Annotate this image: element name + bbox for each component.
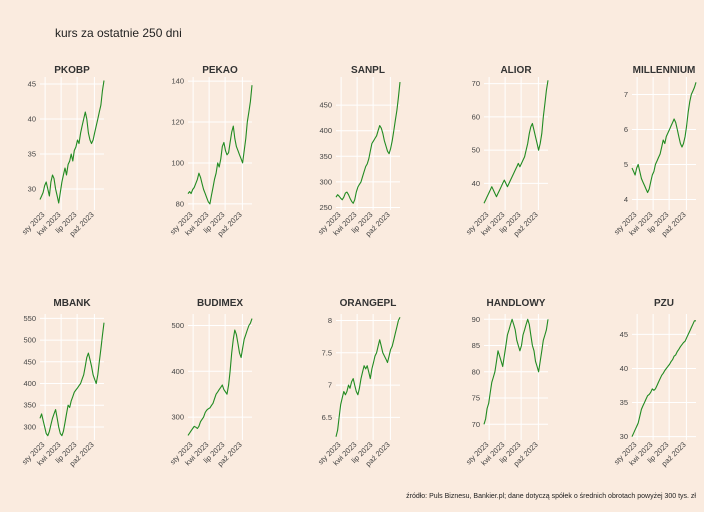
orangepl-panel-title: ORANGEPL xyxy=(340,298,397,309)
mbank-y-tick-label: 350 xyxy=(23,401,36,410)
handlowy-y-tick-label: 90 xyxy=(472,315,480,324)
alior-price-line xyxy=(483,80,549,204)
pkobp-y-tick-label: 30 xyxy=(28,185,36,194)
alior-y-tick-label: 50 xyxy=(472,146,480,155)
handlowy-price-line xyxy=(483,318,549,425)
handlowy-y-tick-label: 70 xyxy=(472,420,480,429)
pzu-panel-title: PZU xyxy=(654,298,674,309)
orangepl-y-tick-label: 7.5 xyxy=(322,348,332,357)
handlowy-y-tick-label: 80 xyxy=(472,367,480,376)
handlowy-panel-title: HANDLOWY xyxy=(487,298,546,309)
mbank-y-tick-label: 400 xyxy=(23,379,36,388)
budimex-y-tick-label: 400 xyxy=(171,367,184,376)
millennium-y-tick-label: 4 xyxy=(624,195,628,204)
sanpl-y-tick-label: 400 xyxy=(319,126,332,135)
pkobp-y-tick-label: 45 xyxy=(28,80,36,89)
orangepl-y-tick-label: 7 xyxy=(328,381,332,390)
millennium-y-tick-label: 5 xyxy=(624,160,628,169)
pkobp-price-line xyxy=(39,80,105,204)
sanpl-y-tick-label: 350 xyxy=(319,152,332,161)
millennium-y-tick-label: 6 xyxy=(624,125,628,134)
sanpl-y-tick-label: 450 xyxy=(319,101,332,110)
sanpl-y-tick-label: 300 xyxy=(319,177,332,186)
pzu-y-tick-label: 30 xyxy=(620,432,628,441)
budimex-y-tick-label: 500 xyxy=(171,321,184,330)
pzu-y-tick-label: 45 xyxy=(620,330,628,339)
budimex-panel-title: BUDIMEX xyxy=(197,298,243,309)
budimex-price-line xyxy=(187,318,253,436)
millennium-panel-title: MILLENNIUM xyxy=(633,65,696,76)
pkobp-y-tick-label: 40 xyxy=(28,115,36,124)
mbank-price-line xyxy=(39,322,105,437)
pekao-price-line xyxy=(187,85,253,205)
mbank-panel-title: MBANK xyxy=(53,298,91,309)
budimex-y-tick-label: 300 xyxy=(171,413,184,422)
alior-panel-title: ALIOR xyxy=(500,65,532,76)
millennium-price-line xyxy=(631,82,697,194)
page-title: kurs za ostatnie 250 dni xyxy=(55,26,182,40)
pekao-y-tick-label: 80 xyxy=(176,199,184,208)
orangepl-y-tick-label: 6.5 xyxy=(322,413,332,422)
orangepl-y-tick-label: 8 xyxy=(328,316,332,325)
mbank-y-tick-label: 500 xyxy=(23,336,36,345)
pzu-y-tick-label: 35 xyxy=(620,398,628,407)
pkobp-y-tick-label: 35 xyxy=(28,150,36,159)
pekao-y-tick-label: 140 xyxy=(171,77,184,86)
pkobp-panel-title: PKOBP xyxy=(54,65,90,76)
handlowy-y-tick-label: 75 xyxy=(472,394,480,403)
mbank-y-tick-label: 300 xyxy=(23,422,36,431)
pekao-y-tick-label: 100 xyxy=(171,158,184,167)
sanpl-price-line xyxy=(335,82,401,204)
orangepl-price-line xyxy=(335,316,401,437)
millennium-y-tick-label: 7 xyxy=(624,90,628,99)
mbank-y-tick-label: 550 xyxy=(23,314,36,323)
sanpl-y-tick-label: 250 xyxy=(319,203,332,212)
pzu-price-line xyxy=(631,320,696,437)
alior-y-tick-label: 60 xyxy=(472,112,480,121)
sanpl-panel-title: SANPL xyxy=(351,65,385,76)
alior-y-tick-label: 40 xyxy=(472,179,480,188)
mbank-y-tick-label: 450 xyxy=(23,357,36,366)
handlowy-y-tick-label: 85 xyxy=(472,341,480,350)
pekao-panel-title: PEKAO xyxy=(202,65,238,76)
alior-y-tick-label: 70 xyxy=(472,79,480,88)
pekao-y-tick-label: 120 xyxy=(171,118,184,127)
pzu-y-tick-label: 40 xyxy=(620,364,628,373)
source-note: źródło: Puls Biznesu, Bankier.pl; dane d… xyxy=(406,493,696,500)
